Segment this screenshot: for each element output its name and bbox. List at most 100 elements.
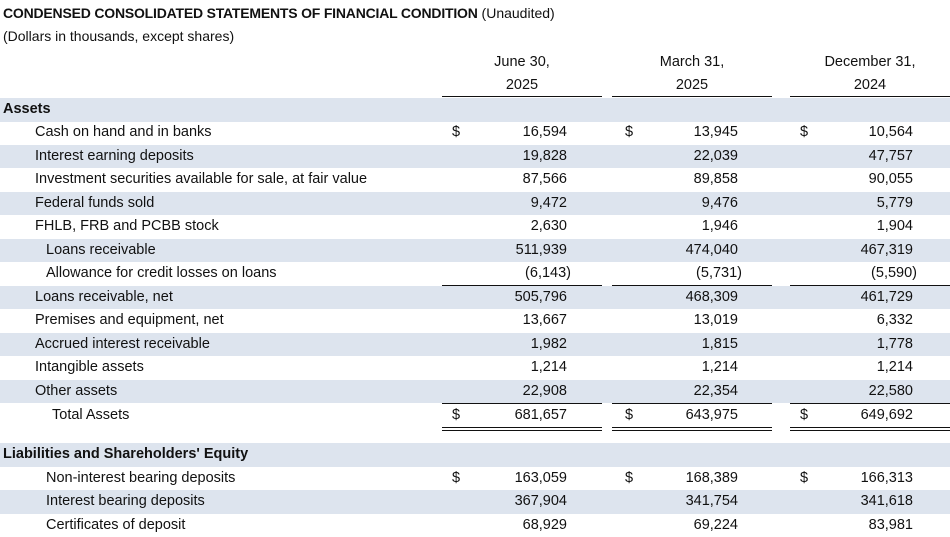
value-december-2024: 5,779 — [773, 195, 913, 211]
value-march-2025: 13,945 — [598, 124, 738, 140]
value-march-2025: 341,754 — [598, 493, 738, 509]
total-double-underline — [442, 427, 602, 431]
table-row: Investment securities available for sale… — [0, 168, 950, 192]
row-label: Premises and equipment, net — [35, 312, 224, 328]
value-june-2025: 163,059 — [427, 470, 567, 486]
table-row: Accrued interest receivable 1,982 1,815 … — [0, 333, 950, 357]
row-label: FHLB, FRB and PCBB stock — [35, 218, 219, 234]
row-label: Investment securities available for sale… — [35, 171, 367, 187]
value-march-2025: 168,389 — [598, 470, 738, 486]
value-june-2025: 22,908 — [427, 383, 567, 399]
value-december-2024: 166,313 — [773, 470, 913, 486]
value-march-2025: 89,858 — [598, 171, 738, 187]
value-march-2025: 9,476 — [598, 195, 738, 211]
value-december-2024: 6,332 — [773, 312, 913, 328]
table-row: Federal funds sold 9,472 9,476 5,779 — [0, 192, 950, 216]
value-june-2025: 13,667 — [427, 312, 567, 328]
row-label: Federal funds sold — [35, 195, 154, 211]
value-december-2024: 341,618 — [773, 493, 913, 509]
value-june-2025: 2,630 — [427, 218, 567, 234]
total-double-underline — [790, 427, 950, 431]
value-june-2025: 68,929 — [427, 517, 567, 533]
statement-title-bold: CONDENSED CONSOLIDATED STATEMENTS OF FIN… — [3, 5, 478, 21]
table-row: Interest bearing deposits 367,904 341,75… — [0, 490, 950, 514]
statement-subtitle: (Dollars in thousands, except shares) — [3, 28, 234, 44]
value-december-2024: 47,757 — [773, 148, 913, 164]
value-march-2025: 1,946 — [598, 218, 738, 234]
value-june-2025: 1,214 — [427, 359, 567, 375]
section-label: Liabilities and Shareholders' Equity — [3, 446, 248, 462]
section-label: Assets — [3, 101, 51, 117]
column-header-underline — [442, 96, 602, 97]
row-label: Other assets — [35, 383, 117, 399]
column-header-line2: 2024 — [790, 74, 950, 97]
row-label: Accrued interest receivable — [35, 336, 210, 352]
table-row: Other assets 22,908 22,354 22,580 — [0, 380, 950, 404]
table-row: Intangible assets 1,214 1,214 1,214 — [0, 356, 950, 380]
column-header-underline — [612, 96, 772, 97]
column-header-line2: 2025 — [442, 74, 602, 97]
table-row: Cash on hand and in banks $ 16,594 $ 13,… — [0, 121, 950, 145]
row-label: Non-interest bearing deposits — [46, 470, 235, 486]
table-row: Non-interest bearing deposits $ 163,059 … — [0, 467, 950, 491]
value-december-2024: 22,580 — [773, 383, 913, 399]
value-december-2024: 461,729 — [773, 289, 913, 305]
row-label: Allowance for credit losses on loans — [46, 265, 277, 281]
statement-title-unaudited: (Unaudited) — [478, 5, 555, 21]
table-row-total-assets: Total Assets $ 681,657 $ 643,975 $ 649,6… — [0, 404, 950, 428]
row-label: Interest earning deposits — [35, 148, 194, 164]
value-december-2024: 1,778 — [773, 336, 913, 352]
value-december-2024: 1,904 — [773, 218, 913, 234]
value-march-2025: 1,214 — [598, 359, 738, 375]
table-row: Premises and equipment, net 13,667 13,01… — [0, 309, 950, 333]
value-december-2024: 467,319 — [773, 242, 913, 258]
row-label: Loans receivable — [46, 242, 156, 258]
value-december-2024: 1,214 — [773, 359, 913, 375]
value-march-2025: 1,815 — [598, 336, 738, 352]
row-label: Intangible assets — [35, 359, 144, 375]
table-row: FHLB, FRB and PCBB stock 2,630 1,946 1,9… — [0, 215, 950, 239]
value-march-2025: 474,040 — [598, 242, 738, 258]
table-row: Loans receivable, net 505,796 468,309 46… — [0, 286, 950, 310]
row-label: Certificates of deposit — [46, 517, 185, 533]
value-december-2024: 90,055 — [773, 171, 913, 187]
value-december-2024: 10,564 — [773, 124, 913, 140]
total-double-underline — [612, 427, 772, 431]
column-header-line1: December 31, — [790, 51, 950, 74]
value-june-2025: 367,904 — [427, 493, 567, 509]
value-march-2025: 13,019 — [598, 312, 738, 328]
row-label: Loans receivable, net — [35, 289, 173, 305]
table-row: Interest earning deposits 19,828 22,039 … — [0, 145, 950, 169]
value-december-2024: 83,981 — [773, 517, 913, 533]
table-row: Certificates of deposit 68,929 69,224 83… — [0, 514, 950, 537]
value-march-2025: 22,039 — [598, 148, 738, 164]
column-header-line2: 2025 — [612, 74, 772, 97]
value-march-2025: 643,975 — [598, 407, 738, 423]
column-header-june-2025: June 30, 2025 — [442, 51, 602, 97]
row-label: Interest bearing deposits — [46, 493, 205, 509]
section-header-assets: Assets — [0, 98, 950, 122]
table-row: Loans receivable 511,939 474,040 467,319 — [0, 239, 950, 263]
section-header-liabilities: Liabilities and Shareholders' Equity — [0, 443, 950, 467]
value-june-2025: 87,566 — [427, 171, 567, 187]
row-label: Total Assets — [52, 407, 129, 423]
value-march-2025: 468,309 — [598, 289, 738, 305]
value-june-2025: (6,143) — [431, 265, 571, 281]
column-header-march-2025: March 31, 2025 — [612, 51, 772, 97]
value-march-2025: 22,354 — [598, 383, 738, 399]
value-june-2025: 681,657 — [427, 407, 567, 423]
value-december-2024: 649,692 — [773, 407, 913, 423]
table-row: Allowance for credit losses on loans (6,… — [0, 262, 950, 286]
value-june-2025: 19,828 — [427, 148, 567, 164]
value-june-2025: 16,594 — [427, 124, 567, 140]
value-june-2025: 505,796 — [427, 289, 567, 305]
value-june-2025: 9,472 — [427, 195, 567, 211]
column-header-line1: June 30, — [442, 51, 602, 74]
column-header-line1: March 31, — [612, 51, 772, 74]
value-june-2025: 1,982 — [427, 336, 567, 352]
value-june-2025: 511,939 — [427, 242, 567, 258]
statement-title: CONDENSED CONSOLIDATED STATEMENTS OF FIN… — [3, 5, 555, 21]
value-march-2025: (5,731) — [602, 265, 742, 281]
value-december-2024: (5,590) — [777, 265, 917, 281]
column-header-underline — [790, 96, 950, 97]
